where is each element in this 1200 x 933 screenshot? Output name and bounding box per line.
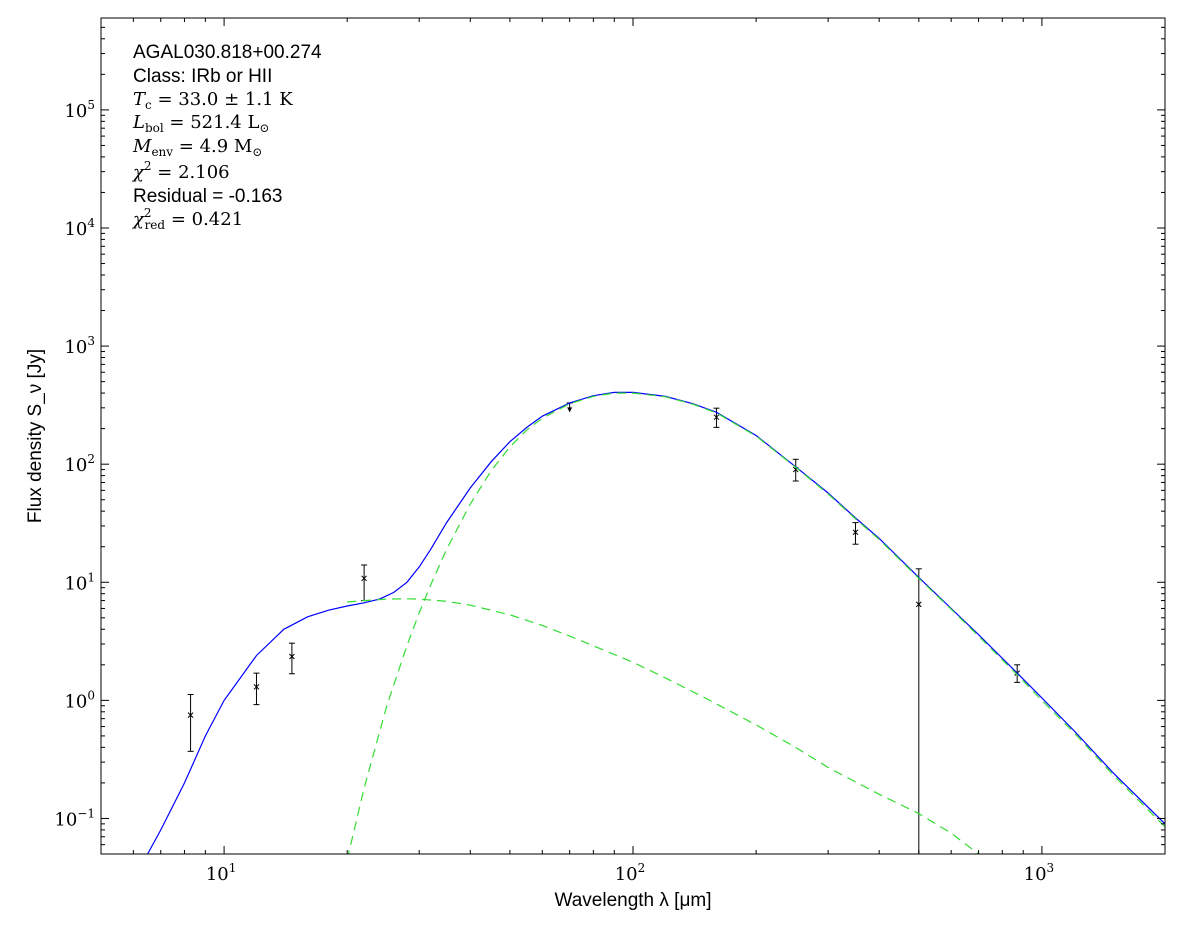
- source-name: AGAL030.818+00.274: [133, 42, 322, 63]
- envelope-mass-annotation: Menv = 4.9 M⊙: [132, 136, 262, 159]
- y-tick-label: 101: [64, 570, 95, 594]
- y-tick-label: 102: [64, 452, 95, 476]
- total-model-line: [147, 391, 1165, 854]
- tick-layer: 101 102 103 10−1 100 101 102 103 104 105: [54, 17, 1166, 885]
- data-point: [792, 458, 799, 482]
- upper-limit-arrow: [567, 407, 573, 413]
- annotation-block: AGAL030.818+00.274 Class: IRb or HII Tc …: [131, 42, 322, 232]
- data-point: [187, 694, 194, 752]
- temperature-annotation: Tc = 33.0 ± 1.1 K: [133, 89, 293, 112]
- class-label: Class: IRb or HII: [133, 66, 272, 87]
- point-marker: [713, 414, 720, 421]
- x-tick-label: 103: [1024, 861, 1055, 885]
- chi-square-annotation: χ2 = 2.106: [131, 159, 230, 183]
- point-marker: [915, 601, 922, 608]
- model-component-line: [347, 392, 1165, 854]
- point-marker: [253, 684, 260, 690]
- data-layer: [147, 391, 1165, 854]
- y-axis-label: Flux density S_ν [Jy]: [25, 349, 46, 523]
- luminosity-annotation: Lbol = 521.4 L⊙: [132, 112, 270, 135]
- point-marker: [187, 712, 194, 718]
- data-point: [915, 568, 922, 854]
- data-point: [713, 407, 720, 428]
- y-tick-label: 103: [64, 334, 95, 358]
- x-tick-label: 101: [206, 861, 237, 885]
- y-tick-label: 100: [64, 688, 95, 712]
- data-point: [253, 672, 260, 706]
- data-point: [288, 642, 295, 675]
- point-marker: [852, 529, 859, 536]
- reduced-chi-square-annotation: χ2 red = 0.421: [131, 206, 243, 232]
- y-tick-label: 10−1: [54, 806, 95, 830]
- x-tick-label: 102: [615, 861, 646, 885]
- plot-frame: [100, 17, 1166, 855]
- model-component-line: [347, 598, 979, 854]
- y-tick-label: 104: [64, 216, 95, 240]
- residual-annotation: Residual = -0.163: [133, 186, 282, 207]
- y-tick-label: 105: [64, 98, 95, 122]
- point-marker: [289, 653, 295, 660]
- x-axis-label: Wavelength λ [μm]: [554, 890, 711, 911]
- data-point: [852, 522, 859, 545]
- point-marker: [361, 575, 367, 582]
